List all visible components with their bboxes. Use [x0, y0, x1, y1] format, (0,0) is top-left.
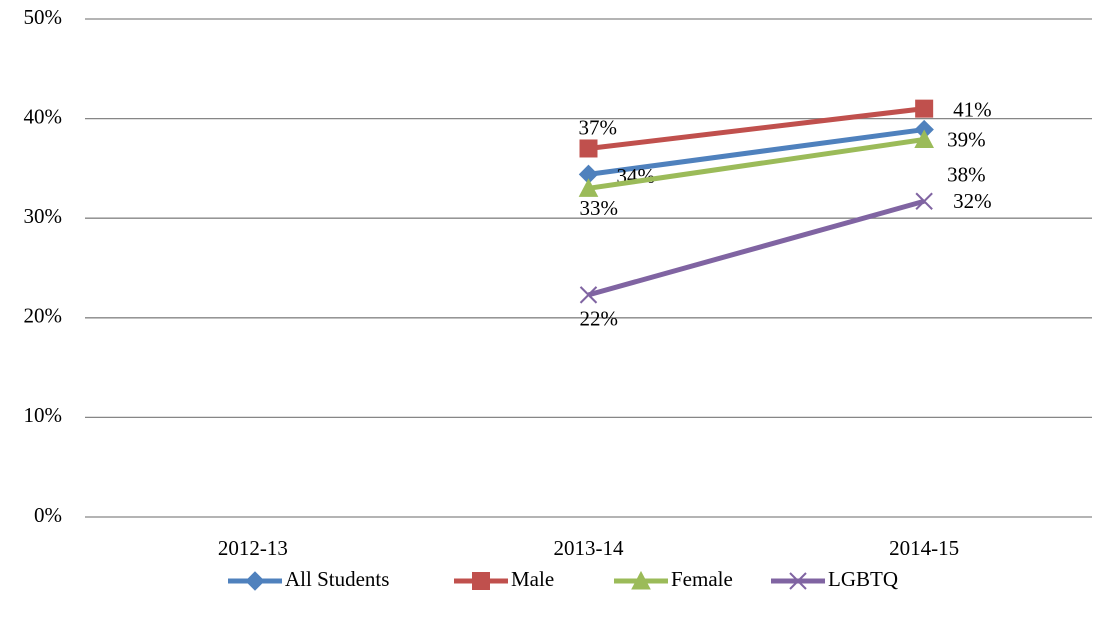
marker [578, 178, 599, 197]
marker [579, 286, 598, 304]
y-tick-label: 50% [24, 5, 63, 29]
x-tick-label: 2014-15 [889, 536, 959, 560]
y-tick-label: 40% [24, 104, 63, 128]
data-label: 39% [947, 127, 986, 151]
x-tick-label: 2013-14 [554, 536, 624, 560]
data-label: 22% [580, 307, 619, 331]
marker [915, 99, 934, 118]
data-label: 38% [947, 162, 986, 186]
data-label: 41% [953, 97, 992, 121]
marker [915, 192, 933, 210]
y-tick-label: 10% [24, 403, 63, 427]
y-tick-label: 20% [24, 304, 63, 328]
legend-marker [789, 572, 807, 590]
series-line [588, 106, 925, 151]
data-label: 37% [579, 115, 618, 139]
legend-label: LGBTQ [828, 567, 898, 591]
legend-marker [472, 572, 490, 590]
data-label: 32% [953, 189, 992, 213]
marker [579, 139, 598, 158]
series-line [588, 137, 925, 191]
legend-label: All Students [285, 567, 389, 591]
legend-label: Female [671, 567, 733, 591]
series-line [588, 127, 925, 177]
data-label: 33% [580, 196, 619, 220]
marker [914, 129, 934, 149]
x-tick-label: 2012-13 [218, 536, 288, 560]
series-line [587, 198, 925, 298]
legend-label: Male [511, 567, 554, 591]
y-tick-label: 0% [34, 503, 62, 527]
legend-marker [245, 571, 265, 591]
legend-marker [631, 570, 651, 590]
y-tick-label: 30% [24, 204, 63, 228]
